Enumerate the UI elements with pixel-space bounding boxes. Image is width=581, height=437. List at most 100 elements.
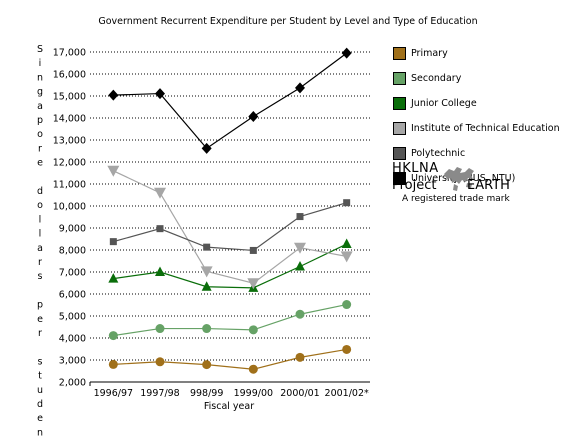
- series-line: [113, 202, 347, 252]
- y-tick-label: 3,000: [59, 356, 86, 367]
- data-point: [343, 199, 351, 207]
- legend-swatch: [393, 147, 406, 160]
- legend-swatch: [393, 122, 406, 135]
- world-map-icon: [444, 167, 474, 191]
- y-tick-label: 15,000: [53, 92, 86, 103]
- data-point: [155, 324, 165, 334]
- legend-item: Junior College: [393, 95, 578, 112]
- data-point: [294, 242, 306, 254]
- brand-logo-block: HKLNA Project EARTH A registered trade m…: [392, 160, 577, 210]
- legend-label: Secondary: [411, 73, 462, 84]
- data-point: [107, 165, 120, 177]
- x-tick-label: 1996/97: [94, 388, 133, 399]
- data-point: [248, 110, 259, 122]
- chart-title: Government Recurrent Expenditure per Stu…: [98, 16, 477, 27]
- data-point: [295, 261, 305, 271]
- data-point: [249, 246, 257, 254]
- legend-label: Institute of Technical Education: [411, 123, 560, 134]
- data-point: [202, 324, 212, 334]
- x-tick-label: 1997/98: [140, 388, 179, 399]
- grid: [89, 51, 370, 386]
- y-tick-label: 12,000: [53, 158, 86, 169]
- series-line: [113, 303, 347, 337]
- brand-project: Project: [392, 178, 437, 193]
- legend-swatch: [393, 97, 406, 110]
- series-1: [108, 300, 352, 341]
- legend-swatch: [393, 47, 406, 60]
- legend-item: Polytechnic: [393, 145, 578, 162]
- series-line: [113, 348, 347, 370]
- data-point: [108, 331, 118, 341]
- y-tick-label: 8,000: [59, 246, 86, 257]
- series-lines: [107, 47, 353, 374]
- data-point: [295, 352, 305, 362]
- y-tick-label: 11,000: [53, 180, 86, 191]
- data-point: [341, 238, 352, 249]
- x-tick-label: 998/99: [190, 388, 223, 399]
- series-line: [113, 243, 347, 289]
- series-4: [109, 199, 351, 254]
- x-axis-ticks: 1996/97 1997/98 998/99 1999/00 2000/01 2001/0…: [94, 388, 369, 399]
- y-tick-label: 16,000: [53, 70, 86, 81]
- data-point: [154, 187, 166, 199]
- legend-swatch: [393, 72, 406, 85]
- data-point: [108, 273, 119, 283]
- series-line: [113, 52, 348, 150]
- series-2: [108, 238, 352, 292]
- data-point: [200, 266, 213, 278]
- data-point: [155, 357, 165, 367]
- data-point: [109, 238, 117, 246]
- y-tick-label: 13,000: [53, 136, 86, 147]
- legend-label: Primary: [411, 48, 448, 59]
- y-tick-label: 7,000: [59, 268, 86, 279]
- brand-name: HKLNA: [392, 161, 439, 176]
- x-axis-label: Fiscal year: [204, 401, 254, 412]
- data-point: [156, 225, 164, 233]
- series-line: [113, 170, 347, 284]
- legend-swatch: [393, 172, 406, 185]
- data-point: [108, 359, 118, 369]
- x-tick-label: 2000/01: [280, 388, 319, 399]
- y-tick-label: 6,000: [59, 290, 86, 301]
- legend-label: Junior College: [411, 98, 477, 109]
- legend-label: Polytechnic: [411, 148, 466, 159]
- brand-earth: EARTH: [467, 178, 510, 193]
- data-point: [201, 281, 212, 291]
- data-point: [341, 47, 352, 59]
- data-point: [342, 344, 352, 354]
- data-point: [108, 89, 119, 101]
- data-point: [201, 142, 212, 154]
- data-point: [296, 213, 304, 221]
- data-point: [340, 251, 353, 263]
- legend-item: Primary: [393, 45, 578, 62]
- data-point: [155, 88, 165, 100]
- y-tick-label: 5,000: [59, 312, 86, 323]
- legend-item: Secondary: [393, 70, 578, 87]
- data-point: [295, 309, 305, 319]
- data-point: [248, 364, 258, 374]
- series-3: [107, 165, 353, 290]
- series-0: [108, 344, 352, 374]
- y-tick-label: 10,000: [53, 202, 86, 213]
- data-point: [247, 278, 260, 290]
- data-point: [202, 360, 212, 370]
- y-tick-label: 9,000: [59, 224, 86, 235]
- data-point: [295, 82, 305, 94]
- y-tick-label: 2,000: [59, 378, 86, 389]
- series-5: [108, 47, 352, 154]
- y-tick-label: 17,000: [53, 48, 86, 59]
- data-point: [248, 325, 258, 335]
- y-tick-label: 4,000: [59, 334, 86, 345]
- y-axis-ticks: 2,000 3,000 4,000 5,000 6,000 7,000 8,000 9,000…: [53, 48, 86, 389]
- x-tick-label: 1999/00: [234, 388, 273, 399]
- y-tick-label: 14,000: [53, 114, 86, 125]
- data-point: [342, 300, 352, 310]
- data-point: [203, 243, 211, 251]
- legend-item: Institute of Technical Education: [393, 120, 578, 137]
- x-tick-label: 2001/02*: [325, 388, 369, 399]
- data-point: [155, 266, 165, 276]
- brand-trademark: A registered trade mark: [402, 194, 510, 204]
